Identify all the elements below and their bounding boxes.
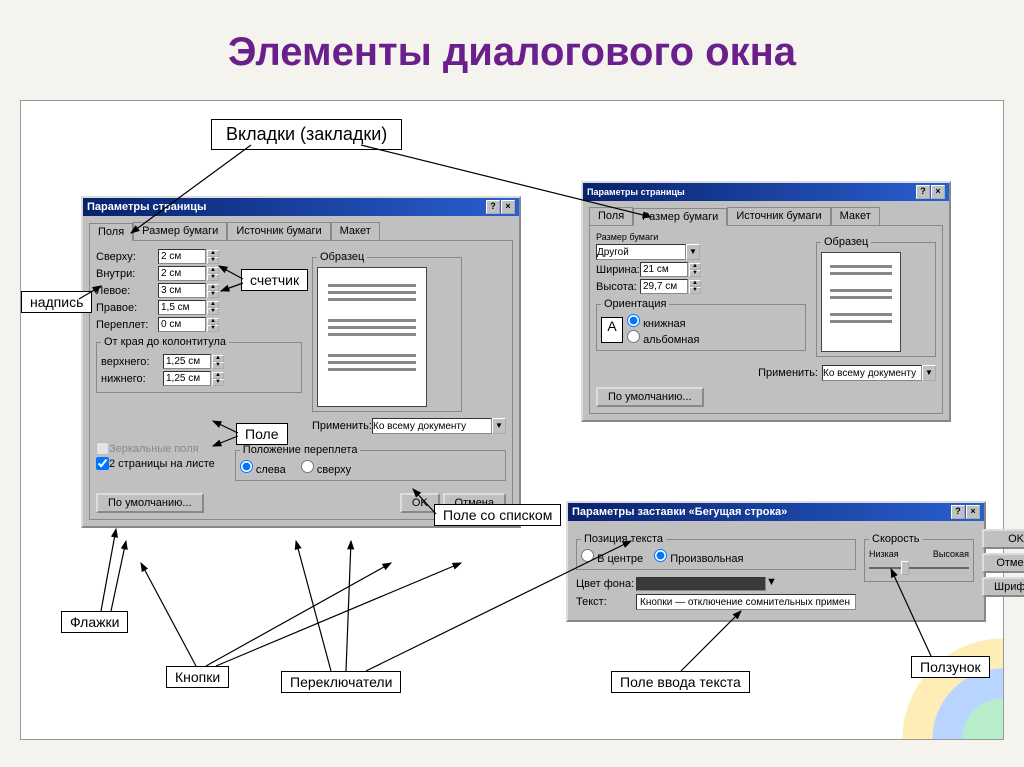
dialog1-tabs: Поля Размер бумаги Источник бумаги Макет bbox=[89, 222, 513, 240]
close-icon[interactable]: × bbox=[931, 185, 945, 199]
slide-title: Элементы диалогового окна bbox=[0, 30, 1024, 75]
preview-icon bbox=[317, 267, 427, 407]
callout-buttons: Кнопки bbox=[166, 666, 229, 688]
spin-margin-top[interactable]: ▲▼ bbox=[158, 249, 219, 264]
callout-slider: Ползунок bbox=[911, 656, 990, 678]
close-icon[interactable]: × bbox=[501, 200, 515, 214]
hf-top-label: верхнего: bbox=[101, 356, 163, 368]
size-label: Размер бумаги bbox=[596, 232, 806, 242]
margin-right-label: Правое: bbox=[96, 302, 158, 314]
diagram-canvas: Параметры страницы ? × Поля Размер бумаг… bbox=[20, 100, 1004, 740]
btn-default[interactable]: По умолчанию... bbox=[96, 493, 204, 513]
spin-margin-inside[interactable]: ▲▼ bbox=[158, 266, 219, 281]
dialog-page-setup-1: Параметры страницы ? × Поля Размер бумаг… bbox=[81, 196, 521, 528]
spin-margin-binding[interactable]: ▲▼ bbox=[158, 317, 219, 332]
spin-margin-left[interactable]: ▲▼ bbox=[158, 283, 219, 298]
radio-top[interactable] bbox=[301, 460, 314, 473]
callout-radios: Переключатели bbox=[281, 671, 401, 693]
help-icon[interactable]: ? bbox=[951, 505, 965, 519]
spin-hf-bottom[interactable]: ▲▼ bbox=[163, 371, 224, 386]
apply-dropdown[interactable]: ▼ bbox=[372, 418, 506, 434]
chk-mirror-label: Зеркальные поля bbox=[109, 443, 199, 455]
tab2-paper-source[interactable]: Источник бумаги bbox=[727, 207, 830, 225]
dialog-marquee: Параметры заставки «Бегущая строка» ?× П… bbox=[566, 501, 986, 622]
margin-binding-label: Переплет: bbox=[96, 319, 158, 331]
tab-paper-size[interactable]: Размер бумаги bbox=[133, 222, 227, 240]
hf-bottom-label: нижнего: bbox=[101, 373, 163, 385]
margin-left-label: Левое: bbox=[96, 285, 158, 297]
radio-left[interactable] bbox=[240, 460, 253, 473]
btn3-ok[interactable]: OK bbox=[982, 529, 1024, 549]
sample-legend: Образец bbox=[317, 251, 367, 263]
btn2-default[interactable]: По умолчанию... bbox=[596, 387, 704, 407]
spin-margin-right[interactable]: ▲▼ bbox=[158, 300, 219, 315]
tab-paper-source[interactable]: Источник бумаги bbox=[227, 222, 330, 240]
radio-portrait[interactable] bbox=[627, 314, 640, 327]
hf-legend: От края до колонтитула bbox=[101, 336, 229, 348]
dialog-page-setup-2: Параметры страницы ?× Поля Размер бумаги… bbox=[581, 181, 951, 422]
color-picker[interactable] bbox=[636, 577, 766, 591]
tab2-fields[interactable]: Поля bbox=[589, 207, 633, 225]
bindpos-legend: Положение переплета bbox=[240, 444, 361, 456]
callout-flags: Флажки bbox=[61, 611, 128, 633]
btn3-cancel[interactable]: Отмена bbox=[982, 553, 1024, 573]
margin-inside-label: Внутри: bbox=[96, 268, 158, 280]
callout-counter: счетчик bbox=[241, 269, 308, 291]
apply-label: Применить: bbox=[312, 420, 372, 432]
dialog2-title: Параметры страницы bbox=[587, 187, 685, 197]
dialog1-title: Параметры страницы bbox=[87, 201, 206, 213]
margin-top-label: Сверху: bbox=[96, 251, 158, 263]
tab-fields[interactable]: Поля bbox=[89, 223, 133, 241]
radio-landscape[interactable] bbox=[627, 330, 640, 343]
text-input[interactable] bbox=[636, 594, 856, 610]
radio-center[interactable] bbox=[581, 549, 594, 562]
chk-two-pages-label: 2 страницы на листе bbox=[109, 458, 215, 470]
callout-field: Поле bbox=[236, 423, 288, 445]
callout-label: надпись bbox=[21, 291, 92, 313]
close-icon[interactable]: × bbox=[966, 505, 980, 519]
spin-hf-top[interactable]: ▲▼ bbox=[163, 354, 224, 369]
callout-textfield: Поле ввода текста bbox=[611, 671, 750, 693]
tab-layout[interactable]: Макет bbox=[331, 222, 380, 240]
callout-tabs: Вкладки (закладки) bbox=[211, 119, 402, 150]
tab2-paper-size[interactable]: Размер бумаги bbox=[633, 208, 727, 226]
callout-combo: Поле со списком bbox=[434, 504, 561, 526]
help-icon[interactable]: ? bbox=[486, 200, 500, 214]
tab2-layout[interactable]: Макет bbox=[831, 207, 880, 225]
radio-free[interactable] bbox=[654, 549, 667, 562]
dialog3-title: Параметры заставки «Бегущая строка» bbox=[572, 506, 787, 518]
speed-slider[interactable] bbox=[869, 559, 969, 577]
help-icon[interactable]: ? bbox=[916, 185, 930, 199]
chk-mirror[interactable] bbox=[96, 442, 109, 455]
chk-two-pages[interactable] bbox=[96, 457, 109, 470]
btn3-font[interactable]: Шрифт... bbox=[982, 577, 1024, 597]
